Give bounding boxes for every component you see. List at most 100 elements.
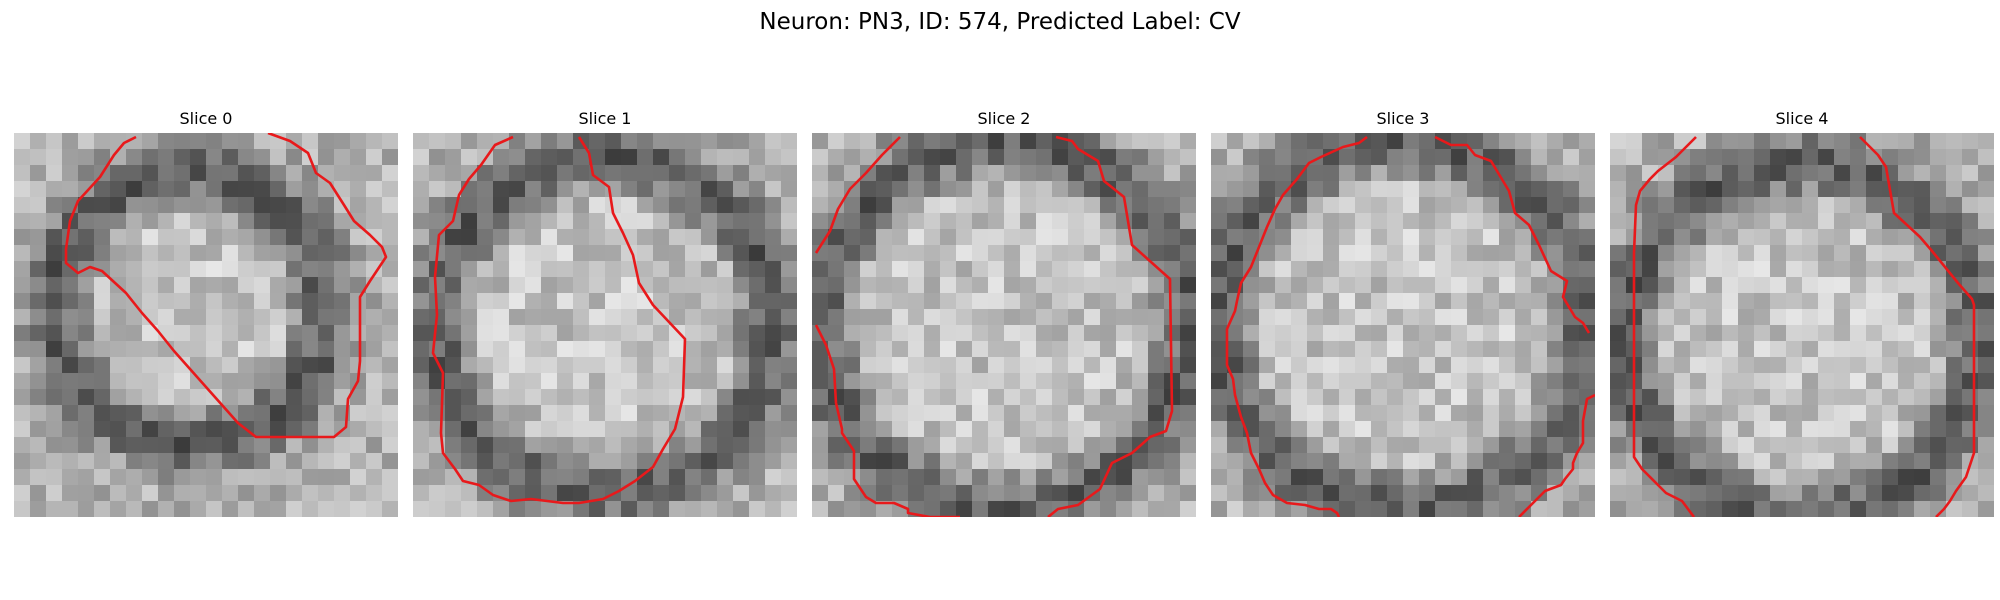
pixel xyxy=(238,341,254,357)
pixel xyxy=(222,389,238,405)
pixel xyxy=(1610,469,1626,485)
segmentation-contour xyxy=(1434,135,1591,334)
pixel xyxy=(1547,373,1563,389)
pixel xyxy=(302,453,318,469)
pixel xyxy=(1642,341,1658,357)
pixel xyxy=(1579,501,1595,517)
pixel xyxy=(1674,229,1690,245)
pixel xyxy=(749,469,765,485)
pixel xyxy=(429,149,445,165)
pixel xyxy=(1754,197,1770,213)
pixel xyxy=(302,245,318,261)
pixel xyxy=(1036,165,1052,181)
pixel xyxy=(270,453,286,469)
pixel xyxy=(924,245,940,261)
pixel xyxy=(1658,453,1674,469)
pixel xyxy=(78,453,94,469)
pixel xyxy=(1579,373,1595,389)
pixel xyxy=(222,501,238,517)
pixel xyxy=(238,309,254,325)
pixel xyxy=(493,341,509,357)
pixel xyxy=(1243,485,1259,501)
pixel xyxy=(589,229,605,245)
pixel xyxy=(254,197,270,213)
pixel xyxy=(1818,261,1834,277)
pixel xyxy=(94,309,110,325)
pixel xyxy=(940,213,956,229)
pixel xyxy=(749,341,765,357)
pixel xyxy=(1818,181,1834,197)
pixel xyxy=(1610,485,1626,501)
pixel xyxy=(525,501,541,517)
pixel xyxy=(1180,437,1196,453)
pixel xyxy=(1052,453,1068,469)
pixel xyxy=(1307,357,1323,373)
pixel xyxy=(1914,357,1930,373)
pixel xyxy=(717,165,733,181)
pixel xyxy=(940,133,956,149)
pixel xyxy=(1164,133,1180,149)
pixel xyxy=(1898,197,1914,213)
pixel xyxy=(509,437,525,453)
pixel xyxy=(557,181,573,197)
pixel xyxy=(1930,165,1946,181)
pixel xyxy=(1834,229,1850,245)
pixel xyxy=(1674,261,1690,277)
pixel xyxy=(1690,229,1706,245)
pixel xyxy=(1722,325,1738,341)
pixel xyxy=(1898,357,1914,373)
pixel xyxy=(1164,165,1180,181)
pixel xyxy=(1084,421,1100,437)
pixel xyxy=(222,245,238,261)
pixel xyxy=(302,261,318,277)
pixel xyxy=(1323,245,1339,261)
pixel xyxy=(158,197,174,213)
pixel xyxy=(158,245,174,261)
pixel xyxy=(940,293,956,309)
pixel xyxy=(1211,245,1227,261)
pixel xyxy=(1770,405,1786,421)
pixel xyxy=(701,453,717,469)
pixel xyxy=(30,293,46,309)
pixel xyxy=(892,309,908,325)
pixel xyxy=(174,485,190,501)
pixel xyxy=(110,133,126,149)
pixel xyxy=(1371,341,1387,357)
pixel xyxy=(1914,389,1930,405)
slice-image-4 xyxy=(1610,133,1994,517)
pixel xyxy=(1674,325,1690,341)
pixel xyxy=(1818,245,1834,261)
pixel xyxy=(781,309,797,325)
pixel xyxy=(1738,341,1754,357)
pixel xyxy=(765,341,781,357)
pixel xyxy=(1882,229,1898,245)
pixel xyxy=(876,309,892,325)
pixel xyxy=(445,437,461,453)
pixel xyxy=(1084,133,1100,149)
pixel xyxy=(509,453,525,469)
pixel xyxy=(1834,437,1850,453)
pixel xyxy=(302,501,318,517)
pixel xyxy=(1020,341,1036,357)
pixel xyxy=(1323,437,1339,453)
pixel xyxy=(94,405,110,421)
pixel xyxy=(1451,485,1467,501)
pixel xyxy=(1467,485,1483,501)
pixel xyxy=(1068,261,1084,277)
pixel xyxy=(1898,469,1914,485)
pixel xyxy=(238,261,254,277)
pixel xyxy=(1435,485,1451,501)
pixel xyxy=(1946,245,1962,261)
pixel xyxy=(302,389,318,405)
pixel xyxy=(860,229,876,245)
pixel xyxy=(382,325,398,341)
pixel xyxy=(1339,165,1355,181)
pixel xyxy=(1164,501,1180,517)
pixel xyxy=(206,149,222,165)
pixel xyxy=(1770,181,1786,197)
pixel xyxy=(62,149,78,165)
pixel xyxy=(1355,293,1371,309)
pixel xyxy=(1499,165,1515,181)
pixel xyxy=(653,181,669,197)
pixel xyxy=(46,469,62,485)
